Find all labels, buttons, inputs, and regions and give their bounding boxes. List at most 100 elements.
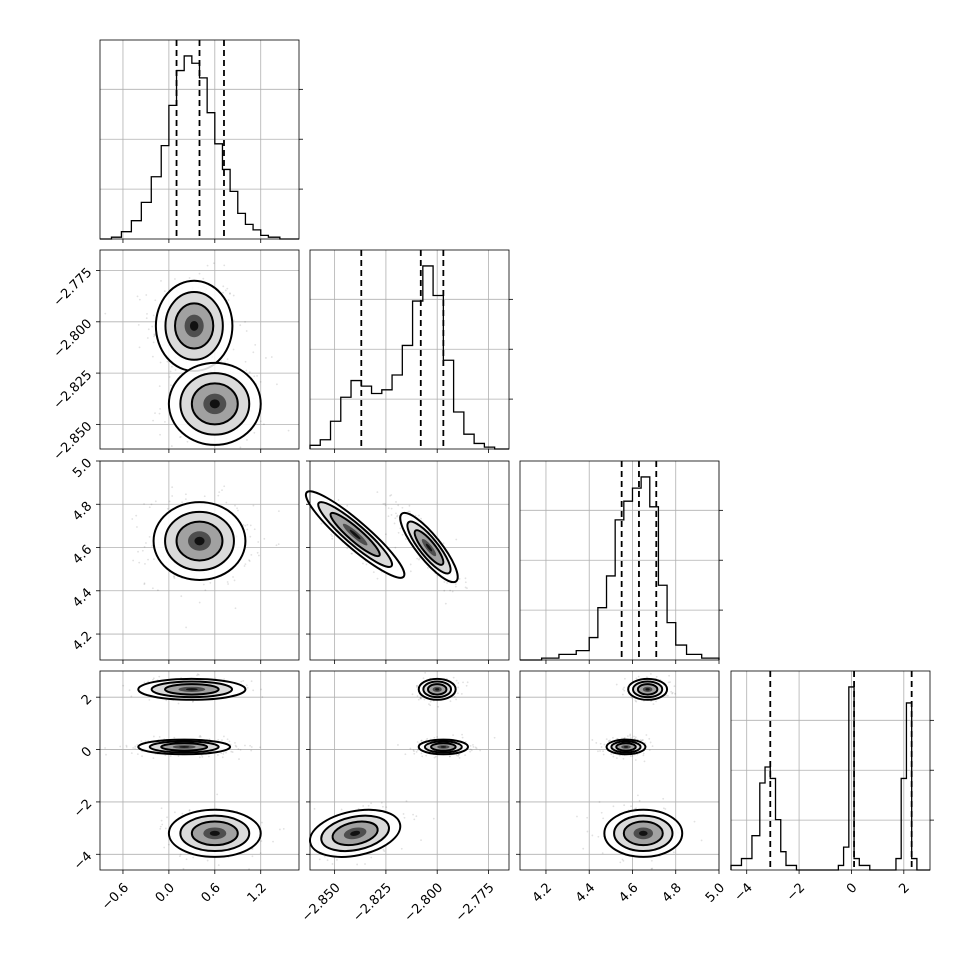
y-tick-label: −2.850 [51, 419, 96, 464]
sample-point [380, 801, 383, 804]
sample-point [601, 852, 604, 855]
sample-point [356, 863, 359, 866]
sample-point [223, 485, 226, 488]
sample-point [227, 583, 229, 585]
sample-point [448, 755, 451, 758]
sample-point [145, 542, 147, 544]
sample-point [152, 341, 155, 344]
sample-point [412, 749, 415, 751]
sample-point [204, 589, 207, 592]
sample-point [623, 689, 626, 692]
sample-point [252, 351, 255, 354]
sample-point [457, 692, 459, 695]
x-tick-label: −0.6 [99, 880, 132, 913]
sample-point [634, 699, 637, 702]
sample-point [251, 855, 254, 858]
sample-point [464, 754, 467, 757]
sample-point [434, 755, 437, 758]
sample-point [257, 554, 260, 557]
sample-point [455, 538, 458, 541]
density-peak [209, 830, 220, 836]
sample-point [621, 858, 624, 861]
sample-point [244, 563, 247, 566]
y-tick-label: 5.0 [70, 456, 95, 481]
sample-point [367, 804, 370, 807]
sample-point [475, 747, 478, 750]
sample-point [245, 369, 248, 372]
sample-point [143, 546, 146, 548]
sample-point [152, 677, 155, 680]
y-tick-label: 4.6 [70, 542, 95, 567]
sample-point [700, 839, 703, 842]
sample-point [166, 816, 168, 819]
sample-point [393, 522, 396, 525]
sample-point [246, 523, 249, 526]
sample-point [237, 748, 240, 750]
sample-point [250, 749, 253, 752]
sample-point [248, 371, 251, 374]
sample-point [143, 681, 146, 684]
sample-point [638, 799, 641, 802]
sample-point [160, 807, 163, 810]
sample-point [454, 585, 457, 588]
sample-point [260, 688, 263, 691]
sample-point [104, 747, 106, 749]
sample-point [168, 376, 171, 378]
sample-point [158, 412, 161, 415]
sample-point [154, 500, 157, 503]
sample-point [437, 705, 440, 708]
sample-point [337, 499, 340, 501]
sample-point [591, 739, 594, 741]
sample-point [159, 361, 162, 364]
sample-point [180, 595, 183, 598]
sample-point [136, 526, 138, 528]
sample-point [408, 510, 411, 513]
sample-point [413, 818, 416, 821]
sample-point [196, 674, 198, 677]
sample-point [171, 495, 174, 497]
sample-point [228, 740, 231, 743]
panel-frame [99, 670, 300, 871]
sample-point [173, 575, 176, 577]
sample-point [134, 745, 137, 748]
sample-point [244, 360, 247, 363]
sample-point [650, 859, 653, 862]
density-peak [623, 746, 629, 748]
sample-point [154, 299, 157, 302]
sample-point [222, 285, 225, 288]
sample-point [173, 576, 175, 578]
sample-point [137, 550, 139, 553]
sample-point [206, 264, 209, 267]
sample-point [242, 523, 245, 526]
sample-point [649, 673, 652, 675]
sample-point [465, 684, 468, 687]
sample-point [643, 760, 646, 763]
sample-point [152, 419, 154, 422]
sample-point [364, 863, 366, 865]
sample-point [461, 733, 463, 736]
density-peak [349, 529, 361, 540]
sample-point [276, 383, 278, 386]
sample-point [448, 755, 451, 758]
sample-point [231, 751, 234, 753]
sample-point [597, 835, 600, 838]
sample-point [449, 589, 452, 592]
sample-point [147, 680, 150, 683]
sample-point [409, 563, 412, 566]
sample-point [136, 743, 139, 746]
sample-point [179, 853, 182, 856]
sample-point [148, 698, 151, 701]
sample-point [185, 626, 188, 629]
sample-point [615, 757, 618, 760]
sample-point [237, 509, 239, 512]
sample-point [224, 289, 227, 292]
sample-point [246, 528, 249, 531]
sample-point [128, 689, 131, 692]
sample-point [650, 867, 653, 870]
sample-point [158, 675, 161, 678]
sample-point [382, 848, 385, 851]
sample-point [226, 287, 229, 290]
sample-point [170, 384, 172, 387]
sample-point [390, 514, 393, 516]
panel-frame [730, 670, 931, 871]
